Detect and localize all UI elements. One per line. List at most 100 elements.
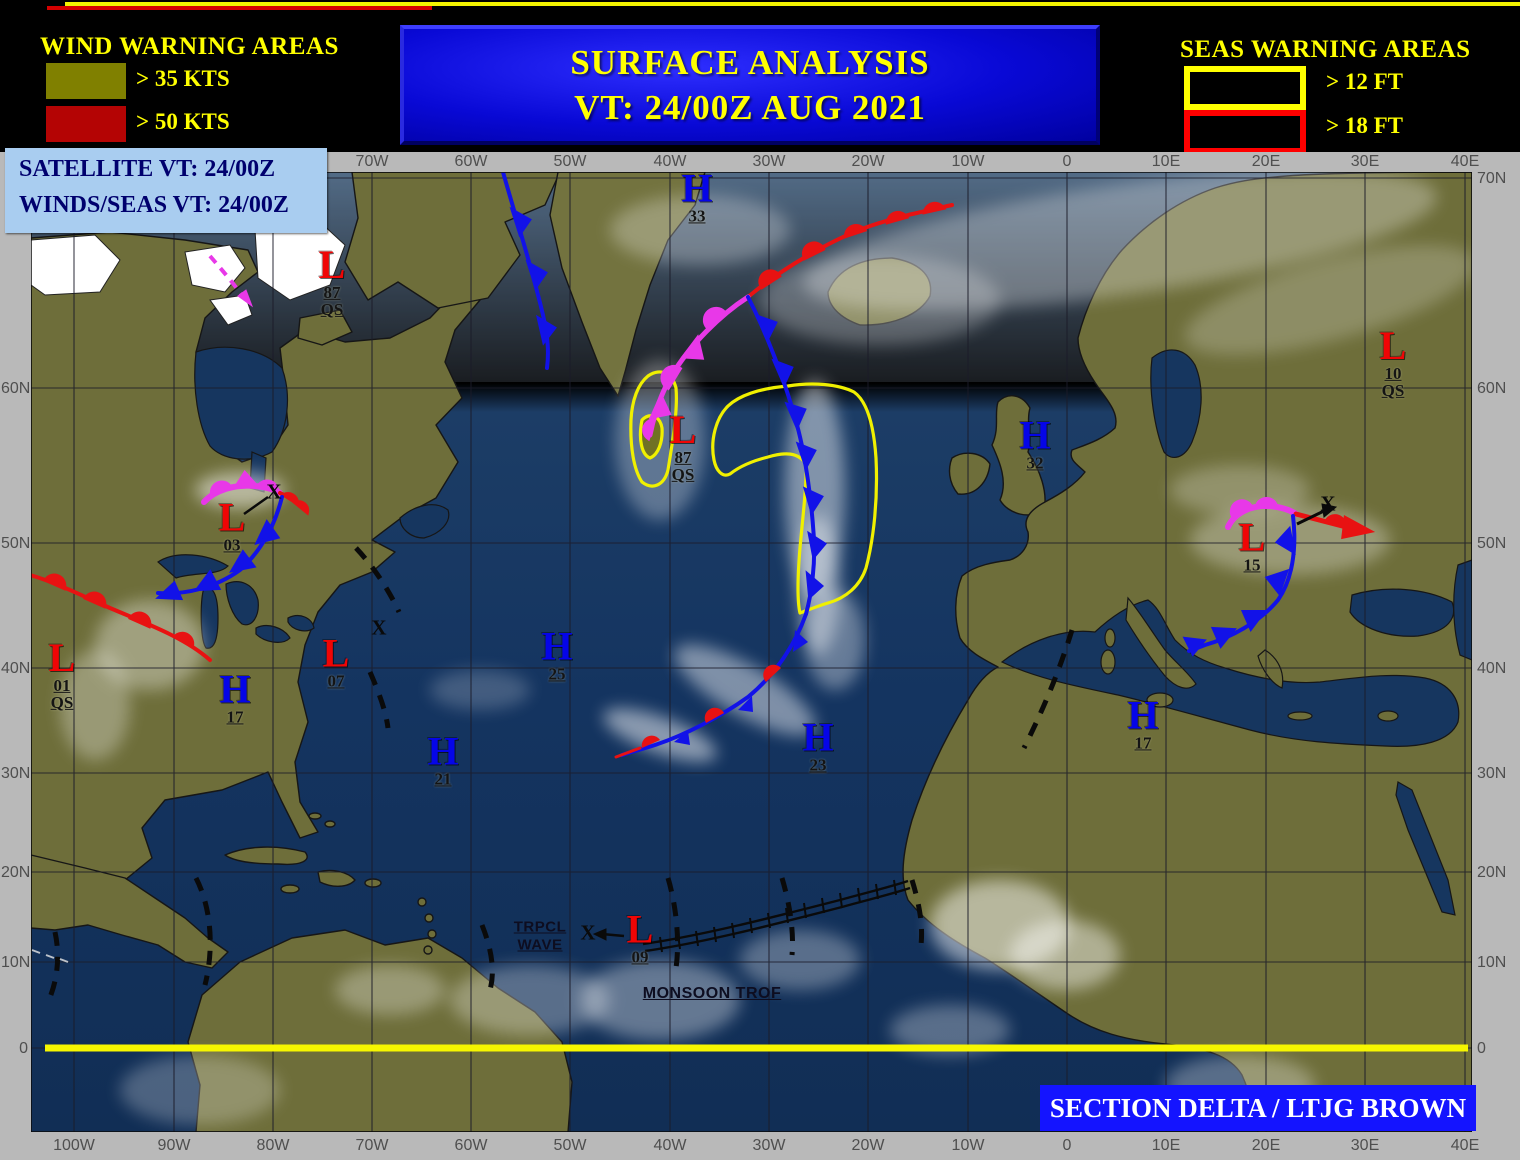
wind-warning-title: WIND WARNING AREAS: [40, 33, 339, 60]
axis-label: 100W: [53, 1137, 95, 1154]
pressure-suffix: QS: [1381, 381, 1405, 400]
chart-valid-time: VT: 24/00Z AUG 2021: [574, 88, 926, 127]
warm-front-iceland: [746, 201, 954, 299]
pressure-value: 03: [223, 535, 241, 555]
pressure-value: 17: [1134, 733, 1152, 753]
pressure-value: 09: [631, 947, 649, 967]
axis-label: 10W: [951, 1137, 985, 1154]
axis-label: 60W: [454, 1137, 488, 1154]
axis-strip-bottom: [0, 1132, 1520, 1160]
axis-label: 70W: [355, 153, 389, 170]
axis-label: 30N: [1, 765, 31, 782]
occluded-front-l15: [1225, 497, 1299, 530]
high-symbol: H: [681, 165, 713, 211]
trough-east-coast: [367, 671, 391, 729]
title-banner: SURFACE ANALYSIS VT: 24/00Z AUG 2021: [400, 25, 1100, 145]
monsoon-trough-label: MONSOON TROF: [642, 985, 782, 1002]
l15-x-arrow: [1296, 503, 1338, 526]
top-red-line: [47, 6, 432, 10]
pressure-center-l87-baffin: L 87 QS: [319, 244, 346, 319]
axis-label: 20W: [851, 1137, 885, 1154]
axis-label: 20W: [851, 153, 885, 170]
high-symbol: H: [427, 728, 459, 774]
pressure-center-h32-scotland: H 32: [1019, 415, 1050, 473]
axis-label: 0: [1062, 153, 1072, 170]
warm-front-plains: [28, 573, 212, 662]
l09-motion-arrow: [592, 928, 625, 941]
pressure-value: 15: [1243, 555, 1261, 575]
black-sea: [1349, 588, 1455, 637]
trough-nova-scotia: [354, 546, 402, 614]
pressure-suffix: QS: [50, 693, 74, 712]
tropical-wave-4: [779, 877, 795, 956]
top-yellow-line: [65, 2, 1520, 6]
pressure-center-l87-atlantic: L 87 QS: [670, 409, 697, 484]
minor-track-marks: [31, 949, 69, 963]
pressure-suffix: QS: [320, 300, 344, 319]
pressure-center-h17-africa: H 17: [1127, 695, 1158, 753]
axis-label: 90W: [157, 1137, 191, 1154]
pressure-value: 07: [327, 671, 345, 691]
axis-label: 10E: [1151, 153, 1181, 170]
land-arctic-islands: [344, 171, 561, 309]
pressure-value: 01: [53, 675, 71, 695]
land-central-america: [30, 854, 229, 969]
axis-label: 40E: [1450, 1137, 1480, 1154]
axis-label: 80W: [256, 1137, 290, 1154]
wind-50kt-label: > 50 KTS: [136, 109, 230, 134]
pressure-value: 87: [323, 282, 341, 302]
axis-label: 50N: [1477, 535, 1507, 552]
trough-lines: [45, 546, 1075, 1004]
axis-strip-top: [31, 152, 1472, 172]
axis-label: 40W: [653, 1137, 687, 1154]
trough-spain-algeria: [1021, 629, 1075, 750]
pressure-center-l09: L 09: [626, 906, 654, 967]
winds-seas-vt-line: WINDS/SEAS VT: 24/00Z: [19, 192, 289, 218]
pressure-suffix: QS: [671, 465, 695, 484]
axis-label: 0: [1062, 1137, 1072, 1154]
tropical-wave-1: [193, 876, 213, 986]
pressure-center-h33: H 33: [681, 165, 713, 225]
high-symbol: H: [541, 623, 573, 669]
tropical-wave-label: TRPCL: [513, 918, 567, 936]
axis-label: 10W: [951, 153, 985, 170]
axis-label: 50N: [1, 535, 31, 552]
axis-label: 20N: [1, 864, 31, 881]
axis-label: 0: [1477, 1040, 1486, 1057]
occluded-front-iceland: [642, 294, 751, 442]
seas-polygon-large: [711, 382, 879, 615]
axis-label: 40E: [1450, 153, 1480, 170]
axis-label: 20E: [1251, 1137, 1281, 1154]
pressure-value: 87: [674, 447, 692, 467]
axis-label: 30W: [752, 1137, 786, 1154]
ice-patches: [30, 221, 346, 326]
low-symbol: L: [218, 494, 246, 540]
high-symbol: H: [802, 714, 834, 760]
land-cuba: [224, 846, 308, 866]
pressure-value: 10: [1384, 363, 1402, 383]
l03-x-connector: [243, 495, 269, 516]
pressure-center-l07: L 07: [323, 633, 350, 691]
section-credit-box: SECTION DELTA / LTJG BROWN: [1040, 1085, 1476, 1131]
tropical-wave-3: [665, 877, 681, 969]
seas-warning-title: SEAS WARNING AREAS: [1180, 36, 1471, 63]
pressure-center-h21: H 21: [427, 728, 459, 789]
tropical-wave-6: [909, 879, 925, 953]
pressure-center-h17-us: H 17: [219, 669, 250, 727]
tropical-wave-2: [479, 924, 495, 991]
pressure-value: 17: [226, 707, 244, 727]
greece: [1257, 649, 1284, 689]
x-mark: X: [371, 615, 387, 640]
pressure-value: 21: [434, 769, 452, 789]
seas-12ft-box: [1184, 66, 1306, 110]
tropical-wave-5: [45, 931, 61, 1004]
axis-strip-left: [0, 152, 31, 1160]
axis-label: 10N: [1477, 954, 1507, 971]
pressure-value: 32: [1026, 453, 1044, 473]
axis-label: 60N: [1, 380, 31, 397]
low-symbol: L: [626, 906, 654, 952]
pressure-center-l10: L 10 QS: [1380, 325, 1407, 400]
cold-front-west-greenland: [501, 170, 557, 370]
axis-label: 70W: [355, 1137, 389, 1154]
wind-35kt-swatch: [46, 63, 126, 99]
